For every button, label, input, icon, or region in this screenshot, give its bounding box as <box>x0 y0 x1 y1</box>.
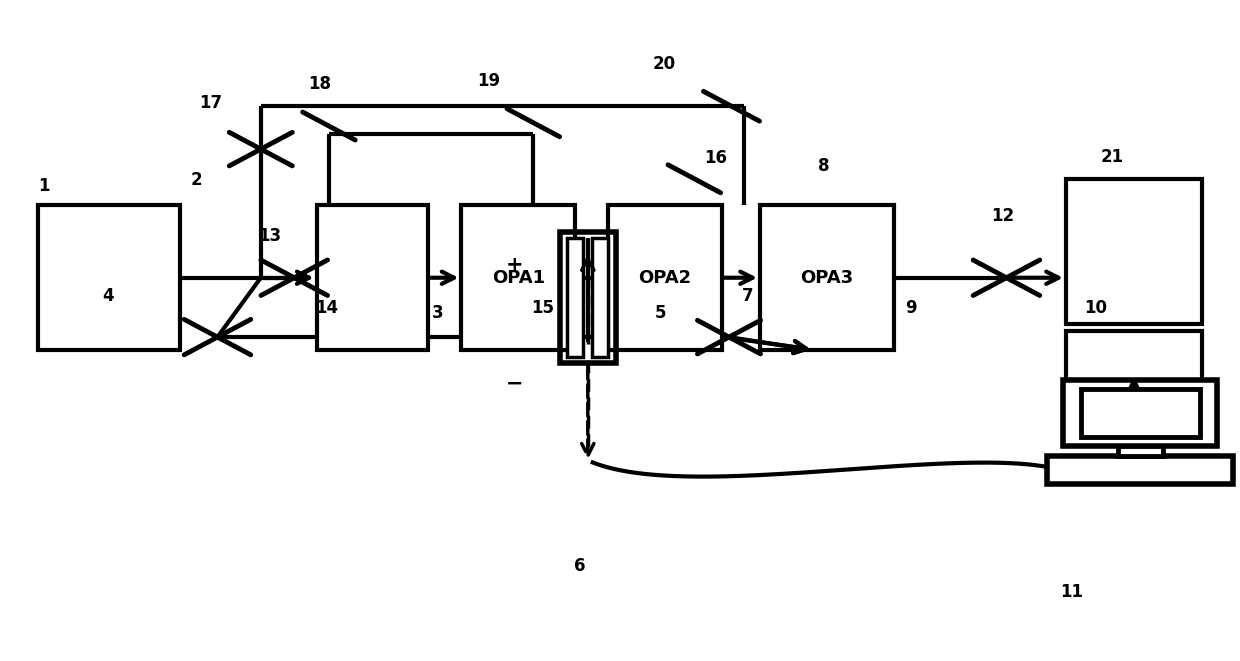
Text: 5: 5 <box>655 304 666 322</box>
Polygon shape <box>593 238 609 357</box>
Text: 9: 9 <box>905 299 916 317</box>
Text: 19: 19 <box>477 73 501 91</box>
Text: −: − <box>506 373 523 393</box>
Text: 8: 8 <box>818 157 830 175</box>
Text: 21: 21 <box>1101 147 1123 166</box>
Bar <box>1081 389 1199 437</box>
Text: 15: 15 <box>531 299 554 317</box>
Polygon shape <box>568 238 584 357</box>
Text: 10: 10 <box>1085 299 1107 317</box>
Bar <box>1048 456 1233 484</box>
Text: 13: 13 <box>258 227 281 245</box>
Text: OPA1: OPA1 <box>492 269 546 287</box>
Text: OPA3: OPA3 <box>800 269 853 287</box>
Text: 11: 11 <box>1060 583 1083 601</box>
Text: OPA2: OPA2 <box>639 269 691 287</box>
Text: 7: 7 <box>742 288 753 305</box>
Text: 14: 14 <box>315 299 339 317</box>
Bar <box>1066 330 1202 416</box>
Text: 6: 6 <box>574 557 585 574</box>
Text: 4: 4 <box>102 288 114 305</box>
Text: 12: 12 <box>992 207 1014 225</box>
Bar <box>38 205 180 350</box>
Bar <box>560 231 616 364</box>
Text: 2: 2 <box>190 171 202 189</box>
Text: 18: 18 <box>308 75 331 93</box>
Text: +: + <box>506 254 523 274</box>
Bar <box>316 205 428 350</box>
Bar <box>1118 446 1163 456</box>
Bar <box>461 205 575 350</box>
Text: 16: 16 <box>704 149 727 167</box>
Text: 20: 20 <box>652 56 676 73</box>
Bar <box>1064 380 1216 446</box>
Bar <box>760 205 894 350</box>
Text: 3: 3 <box>432 304 444 322</box>
Bar <box>1066 178 1202 324</box>
Bar <box>608 205 722 350</box>
Text: 17: 17 <box>198 93 222 112</box>
Text: 1: 1 <box>38 176 50 194</box>
